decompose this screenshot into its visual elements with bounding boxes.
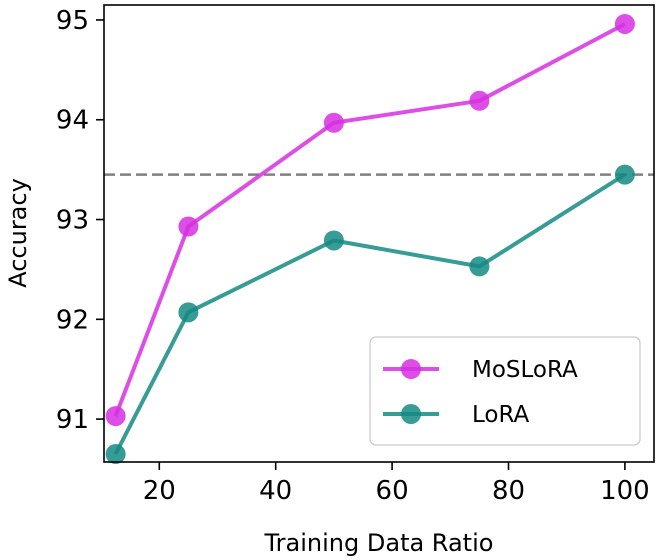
x-tick-label-80: 80: [492, 476, 525, 506]
y-tick-label-95: 95: [56, 6, 89, 36]
y-axis-label: Accuracy: [4, 178, 32, 288]
legend: MoSLoRA LoRA: [369, 336, 641, 446]
x-tick-label-20: 20: [143, 476, 176, 506]
data-point-moslora-4: [614, 13, 635, 34]
legend-label-moslora: MoSLoRA: [472, 357, 578, 383]
ticks-layer: 20 40 60 80 100 91 92 93 94 95: [56, 6, 650, 506]
data-point-moslora-0: [105, 406, 126, 427]
y-tick-label-93: 93: [56, 206, 89, 236]
data-point-lora-4: [614, 164, 635, 185]
y-tick-label-91: 91: [56, 405, 89, 435]
legend-swatch-marker-lora: [401, 404, 421, 424]
y-tick-label-94: 94: [56, 106, 89, 136]
plot-area-frame: [103, 4, 655, 463]
data-point-lora-1: [178, 302, 199, 323]
data-point-moslora-2: [323, 112, 344, 133]
x-axis-label: Training Data Ratio: [264, 529, 494, 557]
legend-box: [369, 336, 641, 446]
y-tick-label-92: 92: [56, 305, 89, 335]
x-tick-label-100: 100: [600, 476, 650, 506]
data-point-moslora-1: [178, 216, 199, 237]
data-point-lora-2: [323, 230, 344, 251]
data-point-lora-3: [469, 256, 490, 277]
data-point-moslora-3: [469, 90, 490, 111]
legend-label-lora: LoRA: [472, 402, 530, 428]
x-tick-label-60: 60: [376, 476, 409, 506]
series-layer: [105, 13, 635, 465]
data-point-lora-0: [105, 444, 126, 465]
x-tick-label-40: 40: [259, 476, 292, 506]
legend-swatch-marker-moslora: [401, 359, 421, 379]
